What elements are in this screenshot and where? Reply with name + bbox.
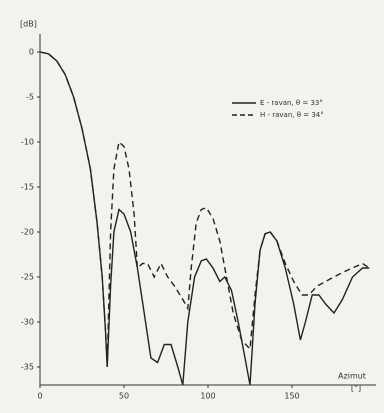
y-tick-label: -15 <box>21 183 34 192</box>
y-tick-label: 0 <box>29 48 34 57</box>
x-tick-label: 100 <box>200 392 215 401</box>
y-tick-label: -5 <box>26 93 34 102</box>
x-tick-label: 50 <box>119 392 129 401</box>
y-tick-label: -10 <box>21 138 34 147</box>
legend-label: E - ravan, θ = 33° <box>260 99 323 107</box>
y-tick-label: -30 <box>21 318 34 327</box>
x-axis-unit: [°] <box>351 384 361 393</box>
x-tick-label: 0 <box>37 392 42 401</box>
y-axis-label: [dB] <box>20 20 37 29</box>
x-tick-label: 150 <box>284 392 299 401</box>
y-tick-label: -20 <box>21 228 34 237</box>
x-axis-label: Azimut <box>338 372 366 381</box>
y-tick-label: -25 <box>21 273 34 282</box>
series-line <box>39 51 370 368</box>
series-line <box>39 51 370 386</box>
legend-label: H - ravan, θ = 34° <box>260 111 324 119</box>
y-tick-label: -35 <box>21 363 34 372</box>
